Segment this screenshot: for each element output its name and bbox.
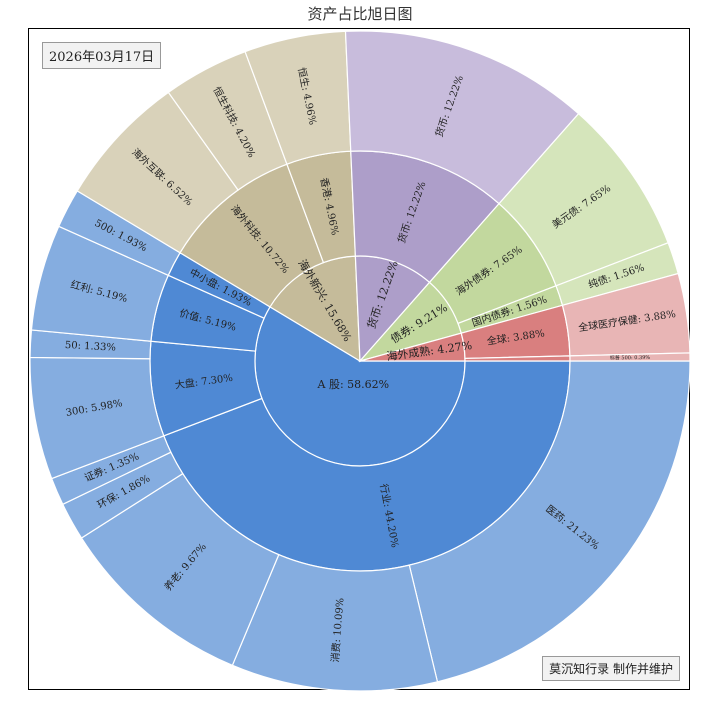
sunburst-label: 50: 1.33% xyxy=(65,340,117,354)
credit-label: 莫沉知行录 制作并维护 xyxy=(542,656,680,681)
date-label: 2026年03月17日 xyxy=(42,42,162,69)
sunburst-segment xyxy=(408,360,691,683)
sunburst-segment xyxy=(569,352,691,362)
sunburst-label: A 股: 58.62% xyxy=(317,378,390,391)
chart-title: 资产占比旭日图 xyxy=(307,5,413,23)
sunburst-label: 标普 500: 0.39% xyxy=(610,354,651,361)
